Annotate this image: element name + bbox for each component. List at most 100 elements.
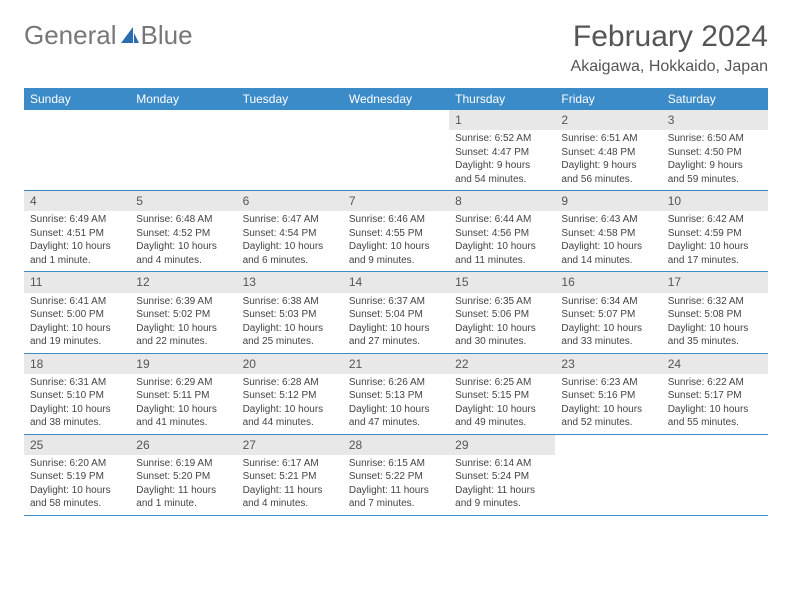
sunset-text: Sunset: 4:54 PM (243, 227, 337, 241)
daylight-text: Daylight: 10 hours and 27 minutes. (349, 322, 443, 349)
sunset-text: Sunset: 5:06 PM (455, 308, 549, 322)
sunset-text: Sunset: 4:50 PM (668, 146, 762, 160)
title-block: February 2024 Akaigawa, Hokkaido, Japan (571, 20, 768, 76)
week-row: 4Sunrise: 6:49 AMSunset: 4:51 PMDaylight… (24, 191, 768, 272)
sunrise-text: Sunrise: 6:29 AM (136, 376, 230, 390)
day-cell: 1Sunrise: 6:52 AMSunset: 4:47 PMDaylight… (449, 110, 555, 190)
day-body: Sunrise: 6:17 AMSunset: 5:21 PMDaylight:… (237, 455, 343, 515)
weekday-header: Tuesday (237, 88, 343, 110)
day-number: 6 (237, 191, 343, 211)
sunrise-text: Sunrise: 6:44 AM (455, 213, 549, 227)
sunset-text: Sunset: 5:13 PM (349, 389, 443, 403)
daylight-text: Daylight: 11 hours and 4 minutes. (243, 484, 337, 511)
daylight-text: Daylight: 10 hours and 33 minutes. (561, 322, 655, 349)
day-number: 3 (662, 110, 768, 130)
header: General Blue February 2024 Akaigawa, Hok… (24, 20, 768, 76)
sunset-text: Sunset: 5:10 PM (30, 389, 124, 403)
day-body: Sunrise: 6:22 AMSunset: 5:17 PMDaylight:… (662, 374, 768, 434)
daylight-text: Daylight: 10 hours and 1 minute. (30, 240, 124, 267)
day-cell: 27Sunrise: 6:17 AMSunset: 5:21 PMDayligh… (237, 435, 343, 515)
sunrise-text: Sunrise: 6:42 AM (668, 213, 762, 227)
day-body: Sunrise: 6:32 AMSunset: 5:08 PMDaylight:… (662, 293, 768, 353)
day-body: Sunrise: 6:50 AMSunset: 4:50 PMDaylight:… (662, 130, 768, 190)
daylight-text: Daylight: 10 hours and 38 minutes. (30, 403, 124, 430)
day-body: Sunrise: 6:42 AMSunset: 4:59 PMDaylight:… (662, 211, 768, 271)
day-body: Sunrise: 6:14 AMSunset: 5:24 PMDaylight:… (449, 455, 555, 515)
day-cell: 4Sunrise: 6:49 AMSunset: 4:51 PMDaylight… (24, 191, 130, 271)
day-cell: 15Sunrise: 6:35 AMSunset: 5:06 PMDayligh… (449, 272, 555, 352)
day-body: Sunrise: 6:44 AMSunset: 4:56 PMDaylight:… (449, 211, 555, 271)
sunset-text: Sunset: 4:59 PM (668, 227, 762, 241)
day-number (662, 435, 768, 439)
sunrise-text: Sunrise: 6:38 AM (243, 295, 337, 309)
day-body: Sunrise: 6:39 AMSunset: 5:02 PMDaylight:… (130, 293, 236, 353)
day-cell: 24Sunrise: 6:22 AMSunset: 5:17 PMDayligh… (662, 354, 768, 434)
day-number: 28 (343, 435, 449, 455)
sunset-text: Sunset: 5:15 PM (455, 389, 549, 403)
day-number: 10 (662, 191, 768, 211)
sunrise-text: Sunrise: 6:49 AM (30, 213, 124, 227)
day-cell: 21Sunrise: 6:26 AMSunset: 5:13 PMDayligh… (343, 354, 449, 434)
day-cell: 20Sunrise: 6:28 AMSunset: 5:12 PMDayligh… (237, 354, 343, 434)
day-cell (130, 110, 236, 190)
sunrise-text: Sunrise: 6:37 AM (349, 295, 443, 309)
daylight-text: Daylight: 10 hours and 4 minutes. (136, 240, 230, 267)
day-body: Sunrise: 6:19 AMSunset: 5:20 PMDaylight:… (130, 455, 236, 515)
day-cell: 14Sunrise: 6:37 AMSunset: 5:04 PMDayligh… (343, 272, 449, 352)
daylight-text: Daylight: 10 hours and 58 minutes. (30, 484, 124, 511)
sunrise-text: Sunrise: 6:52 AM (455, 132, 549, 146)
day-cell: 18Sunrise: 6:31 AMSunset: 5:10 PMDayligh… (24, 354, 130, 434)
sunrise-text: Sunrise: 6:32 AM (668, 295, 762, 309)
day-number (343, 110, 449, 114)
sunset-text: Sunset: 4:48 PM (561, 146, 655, 160)
day-cell: 12Sunrise: 6:39 AMSunset: 5:02 PMDayligh… (130, 272, 236, 352)
daylight-text: Daylight: 10 hours and 11 minutes. (455, 240, 549, 267)
day-cell: 2Sunrise: 6:51 AMSunset: 4:48 PMDaylight… (555, 110, 661, 190)
sunset-text: Sunset: 4:55 PM (349, 227, 443, 241)
sunset-text: Sunset: 5:00 PM (30, 308, 124, 322)
sunrise-text: Sunrise: 6:31 AM (30, 376, 124, 390)
sunrise-text: Sunrise: 6:48 AM (136, 213, 230, 227)
sunset-text: Sunset: 4:58 PM (561, 227, 655, 241)
day-cell: 3Sunrise: 6:50 AMSunset: 4:50 PMDaylight… (662, 110, 768, 190)
sunset-text: Sunset: 5:16 PM (561, 389, 655, 403)
day-cell: 10Sunrise: 6:42 AMSunset: 4:59 PMDayligh… (662, 191, 768, 271)
day-number: 9 (555, 191, 661, 211)
daylight-text: Daylight: 10 hours and 49 minutes. (455, 403, 549, 430)
daylight-text: Daylight: 10 hours and 30 minutes. (455, 322, 549, 349)
day-body: Sunrise: 6:35 AMSunset: 5:06 PMDaylight:… (449, 293, 555, 353)
sunset-text: Sunset: 5:21 PM (243, 470, 337, 484)
daylight-text: Daylight: 9 hours and 59 minutes. (668, 159, 762, 186)
weekday-header: Thursday (449, 88, 555, 110)
day-cell: 29Sunrise: 6:14 AMSunset: 5:24 PMDayligh… (449, 435, 555, 515)
sunrise-text: Sunrise: 6:26 AM (349, 376, 443, 390)
day-body: Sunrise: 6:31 AMSunset: 5:10 PMDaylight:… (24, 374, 130, 434)
day-cell (555, 435, 661, 515)
sunset-text: Sunset: 5:20 PM (136, 470, 230, 484)
day-number: 27 (237, 435, 343, 455)
sunset-text: Sunset: 5:02 PM (136, 308, 230, 322)
daylight-text: Daylight: 11 hours and 9 minutes. (455, 484, 549, 511)
day-cell: 23Sunrise: 6:23 AMSunset: 5:16 PMDayligh… (555, 354, 661, 434)
day-number: 4 (24, 191, 130, 211)
day-number: 5 (130, 191, 236, 211)
week-row: 18Sunrise: 6:31 AMSunset: 5:10 PMDayligh… (24, 354, 768, 435)
sunrise-text: Sunrise: 6:14 AM (455, 457, 549, 471)
day-cell: 16Sunrise: 6:34 AMSunset: 5:07 PMDayligh… (555, 272, 661, 352)
day-body: Sunrise: 6:49 AMSunset: 4:51 PMDaylight:… (24, 211, 130, 271)
day-number: 23 (555, 354, 661, 374)
day-body: Sunrise: 6:15 AMSunset: 5:22 PMDaylight:… (343, 455, 449, 515)
weekday-header: Monday (130, 88, 236, 110)
sunset-text: Sunset: 5:22 PM (349, 470, 443, 484)
day-number: 11 (24, 272, 130, 292)
sunset-text: Sunset: 4:56 PM (455, 227, 549, 241)
daylight-text: Daylight: 9 hours and 54 minutes. (455, 159, 549, 186)
day-cell: 26Sunrise: 6:19 AMSunset: 5:20 PMDayligh… (130, 435, 236, 515)
day-body: Sunrise: 6:29 AMSunset: 5:11 PMDaylight:… (130, 374, 236, 434)
day-number: 13 (237, 272, 343, 292)
daylight-text: Daylight: 9 hours and 56 minutes. (561, 159, 655, 186)
week-row: 25Sunrise: 6:20 AMSunset: 5:19 PMDayligh… (24, 435, 768, 516)
day-number: 24 (662, 354, 768, 374)
day-number: 8 (449, 191, 555, 211)
day-body: Sunrise: 6:34 AMSunset: 5:07 PMDaylight:… (555, 293, 661, 353)
